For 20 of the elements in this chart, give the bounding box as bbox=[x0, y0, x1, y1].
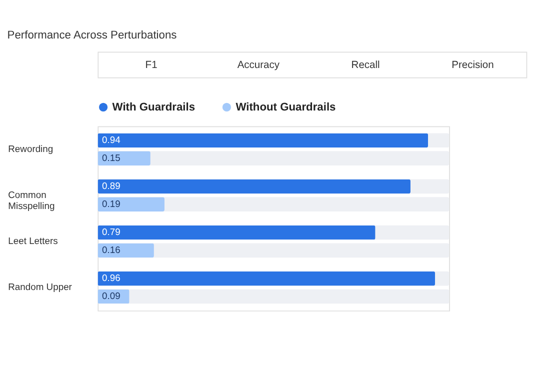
data-label: 0.16 bbox=[102, 244, 120, 255]
text: F1 bbox=[145, 60, 158, 71]
text: Precision bbox=[452, 60, 494, 71]
text: Accuracy bbox=[237, 60, 280, 71]
data-label: 0.96 bbox=[102, 272, 120, 284]
chart-title: Performance Across Perturbations bbox=[7, 29, 178, 42]
y-tick-label: Rewording bbox=[8, 142, 54, 154]
legend-label: Without Guardrails bbox=[236, 102, 336, 114]
y-tick-label: Leet Letters bbox=[8, 235, 58, 246]
y-tick-label: Random Upper bbox=[8, 281, 72, 292]
y-tick-label: Common Misspelling bbox=[8, 188, 55, 212]
data-label: 0.09 bbox=[102, 290, 120, 302]
data-label: 0.89 bbox=[102, 180, 120, 192]
data-label: 0.79 bbox=[102, 226, 120, 238]
text: Recall bbox=[351, 60, 380, 71]
bar bbox=[98, 197, 164, 212]
data-label: 0.15 bbox=[102, 152, 120, 163]
legend-label: With Guardrails bbox=[112, 102, 196, 114]
data-label: 0.19 bbox=[102, 198, 120, 209]
data-label: 0.94 bbox=[102, 134, 120, 145]
